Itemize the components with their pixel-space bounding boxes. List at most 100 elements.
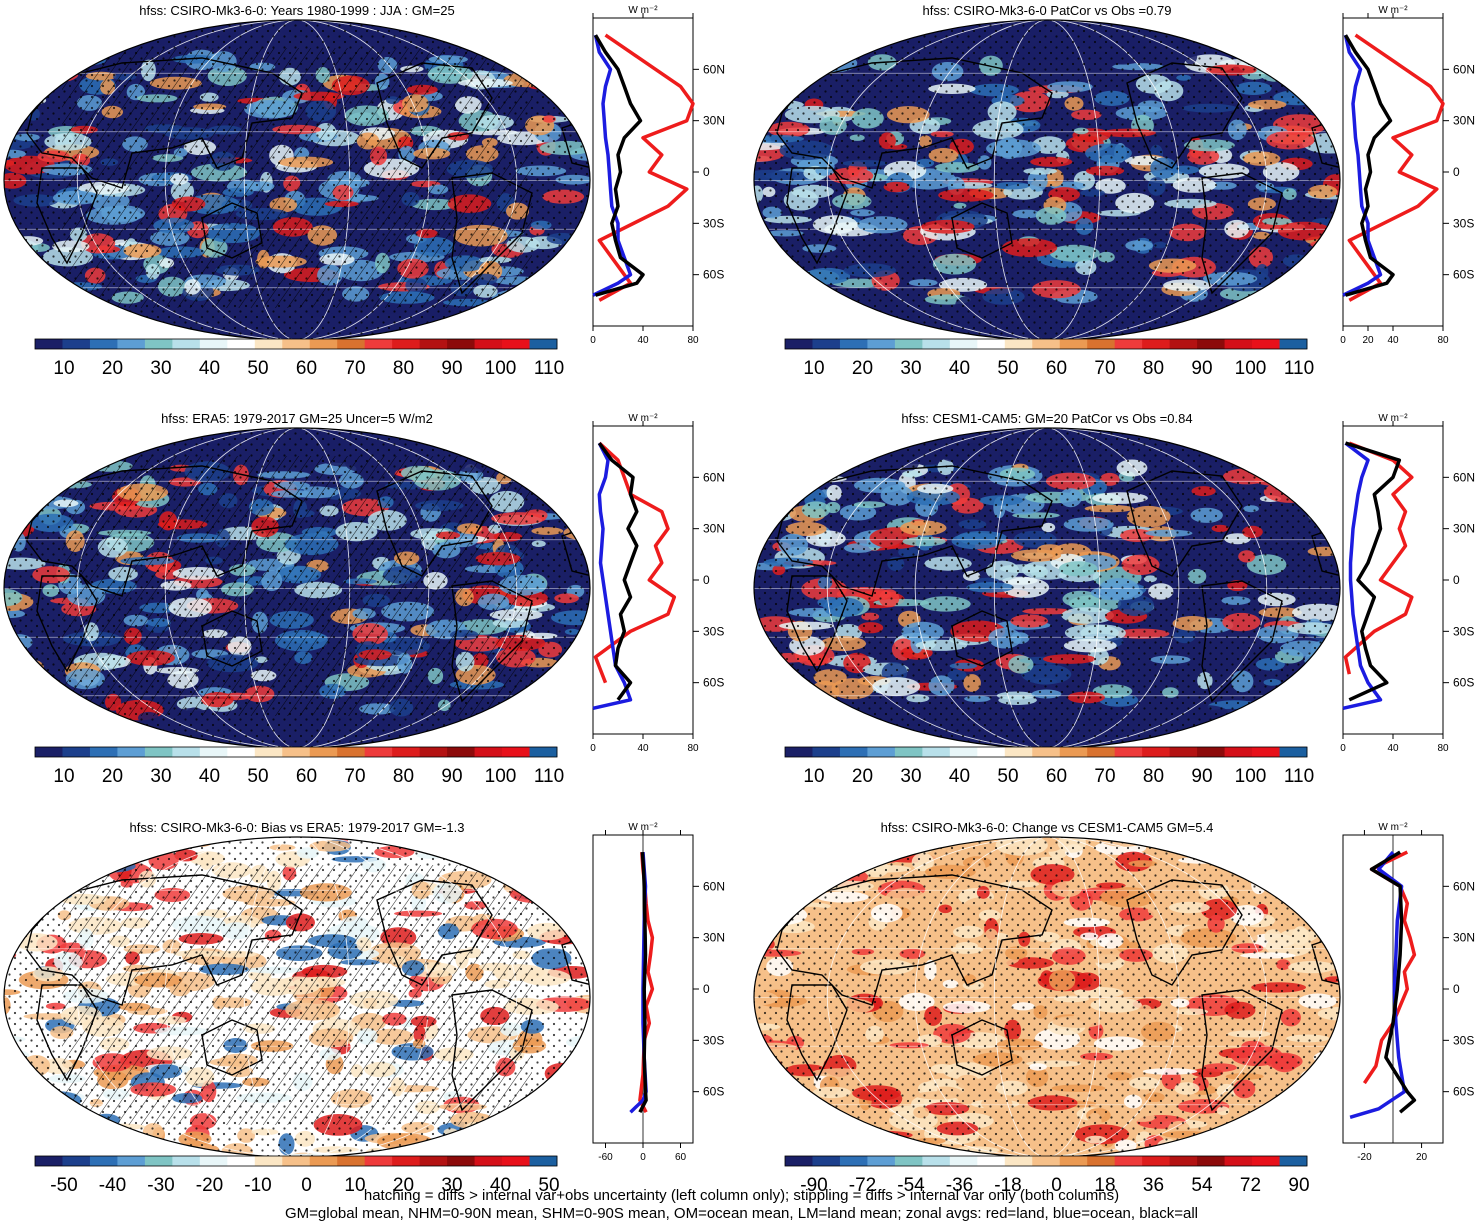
- colorbar-tick-label: 10: [53, 766, 74, 787]
- field-patch: [1299, 479, 1330, 489]
- colorbar-tick-label: 110: [1284, 766, 1314, 787]
- field-patch: [551, 51, 569, 66]
- field-patch: [561, 305, 588, 316]
- profile-unit: W m⁻²: [628, 5, 658, 16]
- colorbar-tick-label: 90: [441, 766, 462, 787]
- field-patch: [521, 851, 559, 865]
- field-patch: [801, 291, 814, 308]
- panel-title: hfss: CSIRO-Mk3-6-0: Change vs CESM1-CAM…: [881, 820, 1214, 835]
- colorbar-box: [89, 339, 118, 349]
- colorbar-tick-label: 10: [344, 1175, 365, 1196]
- colorbar-tick-label: -54: [897, 1175, 925, 1196]
- colorbar-box: [785, 1156, 813, 1166]
- field-patch: [4, 736, 20, 748]
- colorbar-tick-label: 80: [393, 358, 414, 379]
- field-patch: [570, 707, 590, 729]
- colorbar-box: [392, 339, 421, 349]
- colorbar-box: [1032, 339, 1061, 349]
- field-patch: [769, 863, 788, 875]
- latitude-tick-label: 30N: [1453, 931, 1475, 945]
- field-patch: [451, 315, 496, 338]
- field-patch: [8, 737, 48, 747]
- colorbar: 10 20 30 40 50 60 70 80 90 100 110: [34, 746, 564, 787]
- field-patch: [754, 75, 778, 94]
- colorbar-box: [1169, 1156, 1198, 1166]
- field-patch: [428, 432, 473, 440]
- field-patch: [490, 1123, 514, 1136]
- colorbar-tick-label: 90: [1191, 766, 1212, 787]
- colorbar-tick-label: -18: [994, 1175, 1021, 1196]
- colorbar-tick-label: 50: [997, 766, 1018, 787]
- field-patch: [814, 1105, 828, 1117]
- field-patch: [8, 885, 63, 904]
- colorbar-tick-label: 20: [393, 1175, 414, 1196]
- profile-unit: W m⁻²: [1378, 5, 1408, 16]
- field-patch: [787, 461, 810, 473]
- field-patch: [761, 91, 791, 101]
- field-patch: [77, 867, 109, 876]
- field-patch: [772, 41, 808, 57]
- field-patch: [28, 1117, 66, 1132]
- colorbar-tick-label: -20: [196, 1175, 223, 1196]
- colorbar-box: [392, 747, 421, 757]
- field-patch: [781, 1083, 799, 1106]
- field-patch: [20, 709, 58, 726]
- colorbar-box: [474, 1156, 503, 1166]
- field-patch: [513, 862, 540, 871]
- field-patch: [1256, 837, 1281, 841]
- colorbar-box: [1004, 339, 1033, 349]
- colorbar-box: [35, 339, 63, 349]
- colorbar-tick-label: 50: [538, 1175, 559, 1196]
- colorbar-tick-label: 0: [301, 1175, 312, 1196]
- colorbar-tick-label: 10: [803, 358, 824, 379]
- field-patch: [498, 838, 533, 859]
- profile-x-tick-label: 0: [1340, 743, 1346, 754]
- colorbar-box: [282, 1156, 311, 1166]
- colorbar-box: [839, 339, 868, 349]
- field-patch: [800, 22, 824, 39]
- panel-3: hfss: ERA5: 1979-2017 GM=25 Uncer=5 W/m2…: [3, 411, 725, 787]
- field-patch: [796, 1105, 837, 1126]
- field-patch: [38, 837, 59, 858]
- colorbar-box: [117, 1156, 146, 1166]
- panel-2: hfss: CSIRO-Mk3-6-0 PatCor vs Obs =0.79 1…: [753, 3, 1475, 379]
- colorbar-box: [502, 747, 530, 757]
- colorbar-tick-label: 20: [102, 766, 123, 787]
- field-patch: [4, 1115, 41, 1125]
- field-patch: [548, 670, 583, 689]
- field-patch: [516, 718, 569, 726]
- colorbar-box: [867, 339, 896, 349]
- field-patch: [566, 702, 581, 716]
- field-patch: [1303, 665, 1324, 677]
- field-patch: [1305, 699, 1328, 720]
- colorbar-box: [502, 339, 530, 349]
- latitude-tick-label: 0: [703, 165, 710, 179]
- colorbar-tick-label: 30: [150, 358, 171, 379]
- field-patch: [770, 1076, 795, 1098]
- colorbar-box: [447, 339, 475, 349]
- field-patch: [204, 20, 222, 27]
- colorbar-box: [172, 1156, 201, 1166]
- field-patch: [1285, 466, 1298, 482]
- colorbar-box: [474, 339, 503, 349]
- field-patch: [1247, 306, 1286, 315]
- colorbar-box: [337, 339, 366, 349]
- field-patch: [4, 59, 40, 73]
- colorbar-box: [62, 747, 91, 757]
- profile-x-tick-label: 0: [1340, 335, 1346, 346]
- field-patch: [1301, 54, 1335, 73]
- colorbar-tick-label: 54: [1191, 1175, 1213, 1196]
- field-patch: [1220, 317, 1235, 327]
- field-patch: [549, 850, 590, 857]
- field-patch: [779, 837, 823, 854]
- field-patch: [537, 297, 580, 309]
- field-patch: [1322, 875, 1340, 885]
- field-patch: [1270, 63, 1308, 78]
- colorbar-box: [1032, 747, 1061, 757]
- colorbar-box: [812, 339, 841, 349]
- field-patch: [772, 317, 808, 333]
- profile-x-tick-label: 80: [687, 335, 699, 346]
- field-patch: [563, 511, 581, 521]
- latitude-tick-label: 60S: [1453, 268, 1474, 282]
- colorbar-box: [977, 747, 1006, 757]
